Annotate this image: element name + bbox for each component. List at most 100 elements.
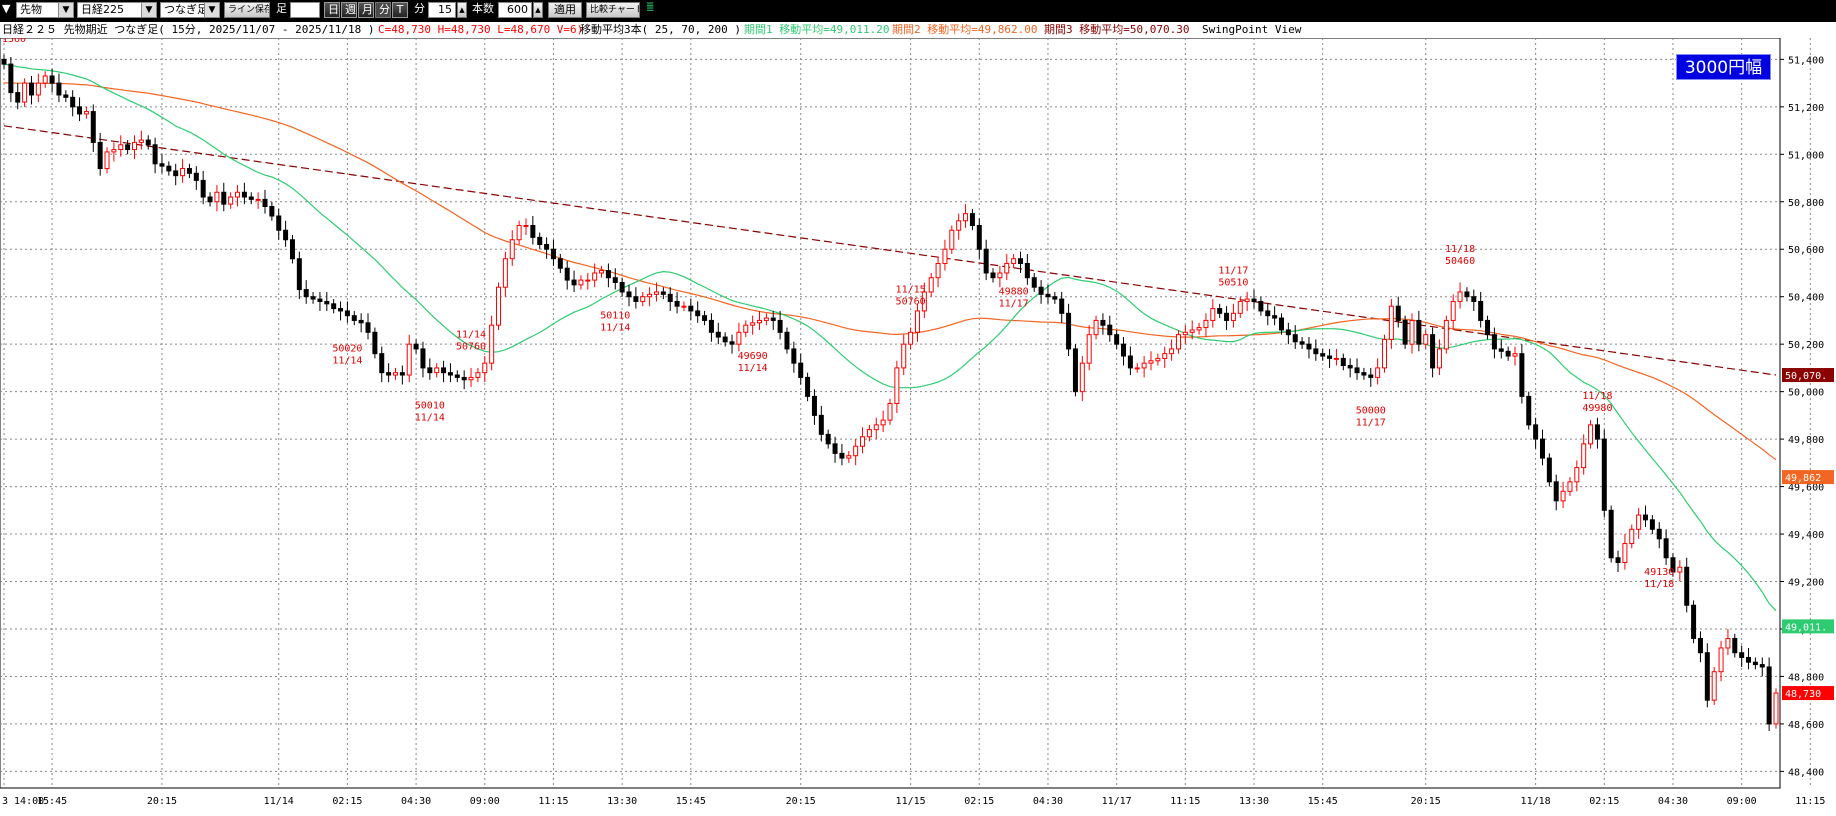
- symbol-select-value: 日経225: [81, 3, 124, 16]
- candle-body: [1094, 320, 1098, 334]
- candle-body: [675, 301, 679, 306]
- minutes-input[interactable]: 15: [428, 2, 456, 18]
- candle-body: [442, 368, 446, 373]
- candle-body: [874, 425, 878, 430]
- x-tick-label: 11:15: [1795, 796, 1825, 807]
- candle-body: [840, 453, 844, 458]
- period-minute-button[interactable]: 分: [375, 2, 391, 18]
- candle-body: [448, 373, 452, 375]
- swing-value-label: 50010: [415, 401, 445, 412]
- chart-type-select[interactable]: つなぎ足 ▼: [160, 2, 220, 18]
- candle-body: [2, 59, 6, 64]
- candle-body: [1451, 301, 1455, 320]
- candle-body: [861, 437, 865, 446]
- candle-body: [339, 309, 343, 311]
- candle-body: [524, 226, 528, 227]
- candle-body: [57, 83, 61, 95]
- price-tag-label: 50,070.: [1785, 371, 1827, 382]
- candle-body: [167, 166, 171, 171]
- candle-body: [174, 171, 178, 176]
- candle-body: [380, 354, 384, 373]
- candle-body: [23, 83, 27, 102]
- candle-body: [1383, 339, 1387, 367]
- x-tick-label: 15:45: [1308, 796, 1338, 807]
- price-tag-label: 48,730: [1785, 689, 1821, 700]
- swing-value-label: 1360: [2, 38, 26, 45]
- candle-body: [1053, 297, 1057, 299]
- ashi-input[interactable]: [290, 2, 320, 18]
- menu-icon[interactable]: ▼: [2, 2, 14, 18]
- count-stepper[interactable]: ▲: [533, 2, 543, 18]
- y-tick-label: 50,000: [1788, 388, 1824, 399]
- count-input[interactable]: 600: [498, 2, 532, 18]
- candle-body: [1499, 349, 1503, 351]
- candle-body: [318, 299, 322, 301]
- candle-body: [970, 214, 974, 226]
- candle-body: [641, 297, 645, 302]
- candle-body: [256, 199, 260, 200]
- compare-chart-button[interactable]: 比較チャート: [586, 2, 640, 18]
- y-axis: 51,40051,20051,00050,80050,60050,40050,2…: [1780, 55, 1834, 778]
- candle-body: [1630, 529, 1634, 543]
- x-tick-label: 13:30: [607, 796, 637, 807]
- market-select-value: 先物: [20, 3, 42, 16]
- swing-date-label: 11/18: [1644, 579, 1674, 590]
- save-line-button[interactable]: ライン保存: [224, 2, 270, 18]
- candle-body: [1279, 318, 1283, 330]
- candle-body: [1602, 439, 1606, 510]
- candle-body: [263, 199, 267, 206]
- candle-body: [1609, 510, 1613, 557]
- period-tick-button[interactable]: T: [392, 2, 408, 18]
- candle-body: [366, 323, 370, 332]
- candle-body: [620, 282, 624, 291]
- candle-body: [586, 280, 590, 281]
- candle-body: [1231, 313, 1235, 320]
- swing-date-label: 11/18: [1582, 391, 1612, 402]
- candle-body: [1300, 342, 1304, 344]
- ashi-label: 足: [274, 2, 289, 18]
- candle-body: [393, 373, 397, 375]
- indicator-icon[interactable]: ≡ ≡: [646, 2, 664, 18]
- candle-body: [1726, 638, 1730, 647]
- candle-body: [1341, 358, 1345, 365]
- candle-body: [1444, 320, 1448, 348]
- candle-body: [606, 271, 610, 278]
- candle-body: [1307, 344, 1311, 349]
- candle-body: [1348, 366, 1352, 368]
- apply-button[interactable]: 適用: [548, 2, 582, 18]
- candle-body: [895, 368, 899, 404]
- candle-body: [1334, 358, 1338, 359]
- candle-body: [1293, 335, 1297, 342]
- candle-body: [600, 271, 604, 273]
- period-week-button[interactable]: 週: [341, 2, 357, 18]
- candle-body: [91, 112, 95, 143]
- candle-body: [119, 145, 123, 150]
- candle-body: [1328, 356, 1332, 358]
- candle-body: [682, 306, 686, 307]
- candle-body: [737, 332, 741, 344]
- candle-body: [1486, 320, 1490, 334]
- x-tick-label: 11:15: [1170, 796, 1200, 807]
- candle-body: [943, 249, 947, 263]
- candle-body: [421, 349, 425, 368]
- period-day-button[interactable]: 日: [324, 2, 340, 18]
- swing-value-label: 50110: [600, 310, 630, 321]
- candle-body: [1685, 567, 1689, 605]
- candle-body: [222, 192, 226, 204]
- swing-date-label: 11/17: [1218, 265, 1248, 276]
- candle-body: [1561, 491, 1565, 500]
- candlestick-chart[interactable]: 13605002011/145001011/1411/1450760501101…: [0, 38, 1836, 816]
- minutes-stepper[interactable]: ▲: [457, 2, 467, 18]
- symbol-select[interactable]: 日経225 ▼: [77, 2, 157, 18]
- candle-body: [1753, 662, 1757, 664]
- candle-body: [1087, 335, 1091, 363]
- candle-body: [208, 197, 212, 202]
- candle-body: [778, 320, 782, 332]
- candle-body: [758, 320, 762, 322]
- candle-body: [1417, 320, 1421, 344]
- period-month-button[interactable]: 月: [358, 2, 374, 18]
- market-select[interactable]: 先物 ▼: [16, 2, 74, 18]
- candle-body: [888, 404, 892, 421]
- candle-body: [1664, 539, 1668, 558]
- candle-body: [1575, 468, 1579, 482]
